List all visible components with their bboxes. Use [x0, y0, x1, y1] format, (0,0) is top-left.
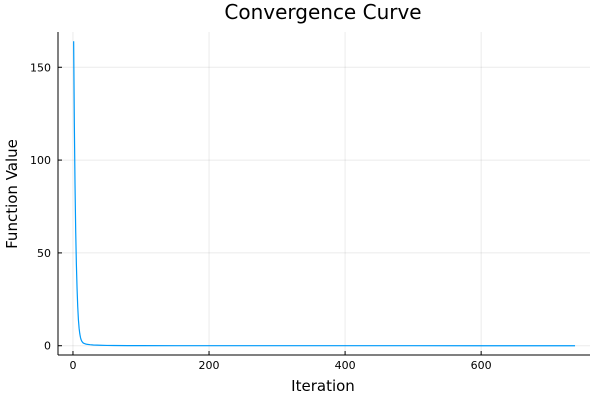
x-tick-label: 400 [335, 359, 356, 372]
y-tick-label: 100 [30, 154, 51, 167]
x-tick-label: 600 [471, 359, 492, 372]
series-line [73, 41, 576, 347]
grid-layer [58, 32, 590, 355]
x-tick-label: 0 [69, 359, 76, 372]
y-tick-label: 50 [37, 247, 51, 260]
series-layer [73, 41, 576, 347]
x-axis-label: Iteration [291, 377, 355, 395]
y-tick-label: 150 [30, 61, 51, 74]
axis-layer [57, 32, 590, 356]
x-tick-label: 200 [199, 359, 220, 372]
tick-layer: 0 200 400 600 0 50 100 150 [30, 61, 492, 372]
y-axis-label: Function Value [3, 139, 21, 249]
y-tick-label: 0 [44, 340, 51, 353]
chart-title: Convergence Curve [224, 0, 421, 24]
